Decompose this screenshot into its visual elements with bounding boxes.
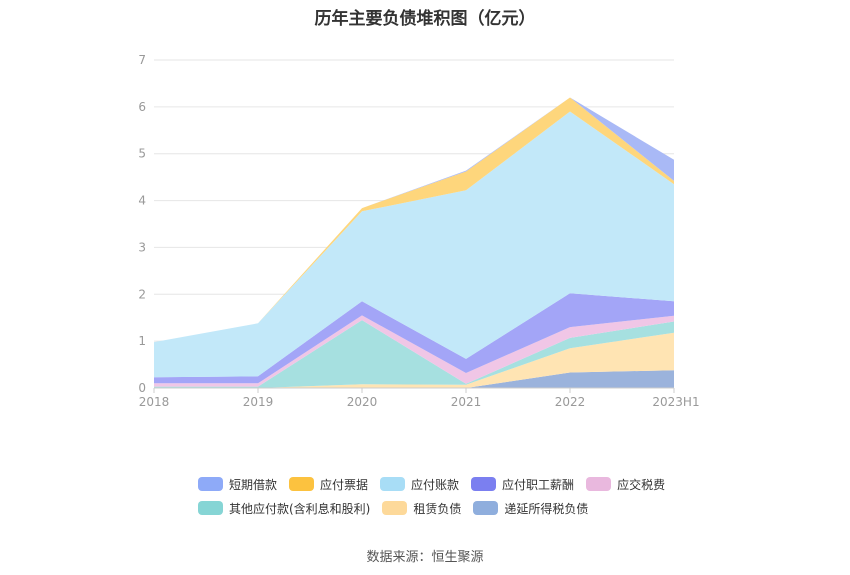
y-tick-label: 7 xyxy=(138,53,146,67)
legend-item[interactable]: 其他应付款(含利息和股利) xyxy=(198,500,370,517)
legend-label: 其他应付款(含利息和股利) xyxy=(229,501,371,516)
legend-swatch xyxy=(586,477,612,491)
area-series-应付职工薪酬 xyxy=(154,293,674,384)
y-tick-label: 6 xyxy=(138,100,146,114)
y-tick-label: 0 xyxy=(138,381,146,395)
legend-item[interactable]: 应交税费 xyxy=(586,476,665,493)
legend-swatch xyxy=(289,477,315,491)
legend-label: 租赁负债 xyxy=(413,501,462,516)
y-tick-label: 5 xyxy=(138,147,146,161)
data-source: 数据来源：恒生聚源 xyxy=(366,550,484,565)
y-tick-label: 2 xyxy=(138,287,146,301)
legend-item[interactable]: 应付账款 xyxy=(380,476,459,493)
x-tick-label: 2023H1 xyxy=(652,395,699,409)
area-series-递延所得税负债 xyxy=(154,370,674,388)
legend-item[interactable]: 应付职工薪酬 xyxy=(471,476,574,493)
area-series-应付账款 xyxy=(154,111,674,378)
legend-swatch xyxy=(473,501,499,515)
legend-swatch xyxy=(380,477,406,491)
legend-row: 短期借款 应付票据 应付账款 应付职工薪酬 应交税费 xyxy=(198,472,698,496)
legend-label: 短期借款 xyxy=(229,477,278,492)
chart-title: 历年主要负债堆积图（亿元） xyxy=(314,9,536,29)
legend-swatch xyxy=(198,477,223,491)
legend-swatch xyxy=(471,477,497,491)
legend-label: 递延所得税负债 xyxy=(504,501,589,516)
legend-label: 应交税费 xyxy=(617,477,666,492)
legend-row: 其他应付款(含利息和股利) 租赁负债 递延所得税负债 xyxy=(198,496,698,520)
legend-swatch xyxy=(198,501,223,515)
legend-label: 应付票据 xyxy=(320,477,369,492)
area-series-其他应付款(含利息和股利) xyxy=(154,320,674,388)
stacked-area-chart: 0 1 2 3 4 5 6 7 2018 2019 2020 2021 2022 2023H1 xyxy=(138,53,699,409)
y-tick-label: 3 xyxy=(138,240,146,254)
x-tick-label: 2021 xyxy=(451,395,482,409)
legend-label: 应付账款 xyxy=(411,477,460,492)
y-tick-label: 4 xyxy=(138,194,146,208)
y-tick-label: 1 xyxy=(138,334,146,348)
legend-label: 应付职工薪酬 xyxy=(502,477,575,492)
legend-item[interactable]: 递延所得税负债 xyxy=(473,500,588,517)
area-series xyxy=(154,97,674,388)
legend: 短期借款 应付票据 应付账款 应付职工薪酬 应交税费 其他应付款(含利息和股利) 租赁负债… xyxy=(198,472,698,520)
legend-item[interactable]: 租赁负债 xyxy=(382,500,461,517)
area-series-租赁负债 xyxy=(154,332,674,388)
legend-item[interactable]: 应付票据 xyxy=(289,476,368,493)
x-tick-label: 2020 xyxy=(347,395,378,409)
legend-item[interactable]: 短期借款 xyxy=(198,476,277,493)
legend-swatch xyxy=(382,501,408,515)
axes: 0 1 2 3 4 5 6 7 2018 2019 2020 2021 2022 2023H1 xyxy=(138,53,699,409)
x-tick-label: 2018 xyxy=(139,395,170,409)
x-tick-label: 2019 xyxy=(243,395,274,409)
area-series-应交税费 xyxy=(154,315,674,387)
x-tick-label: 2022 xyxy=(555,395,586,409)
